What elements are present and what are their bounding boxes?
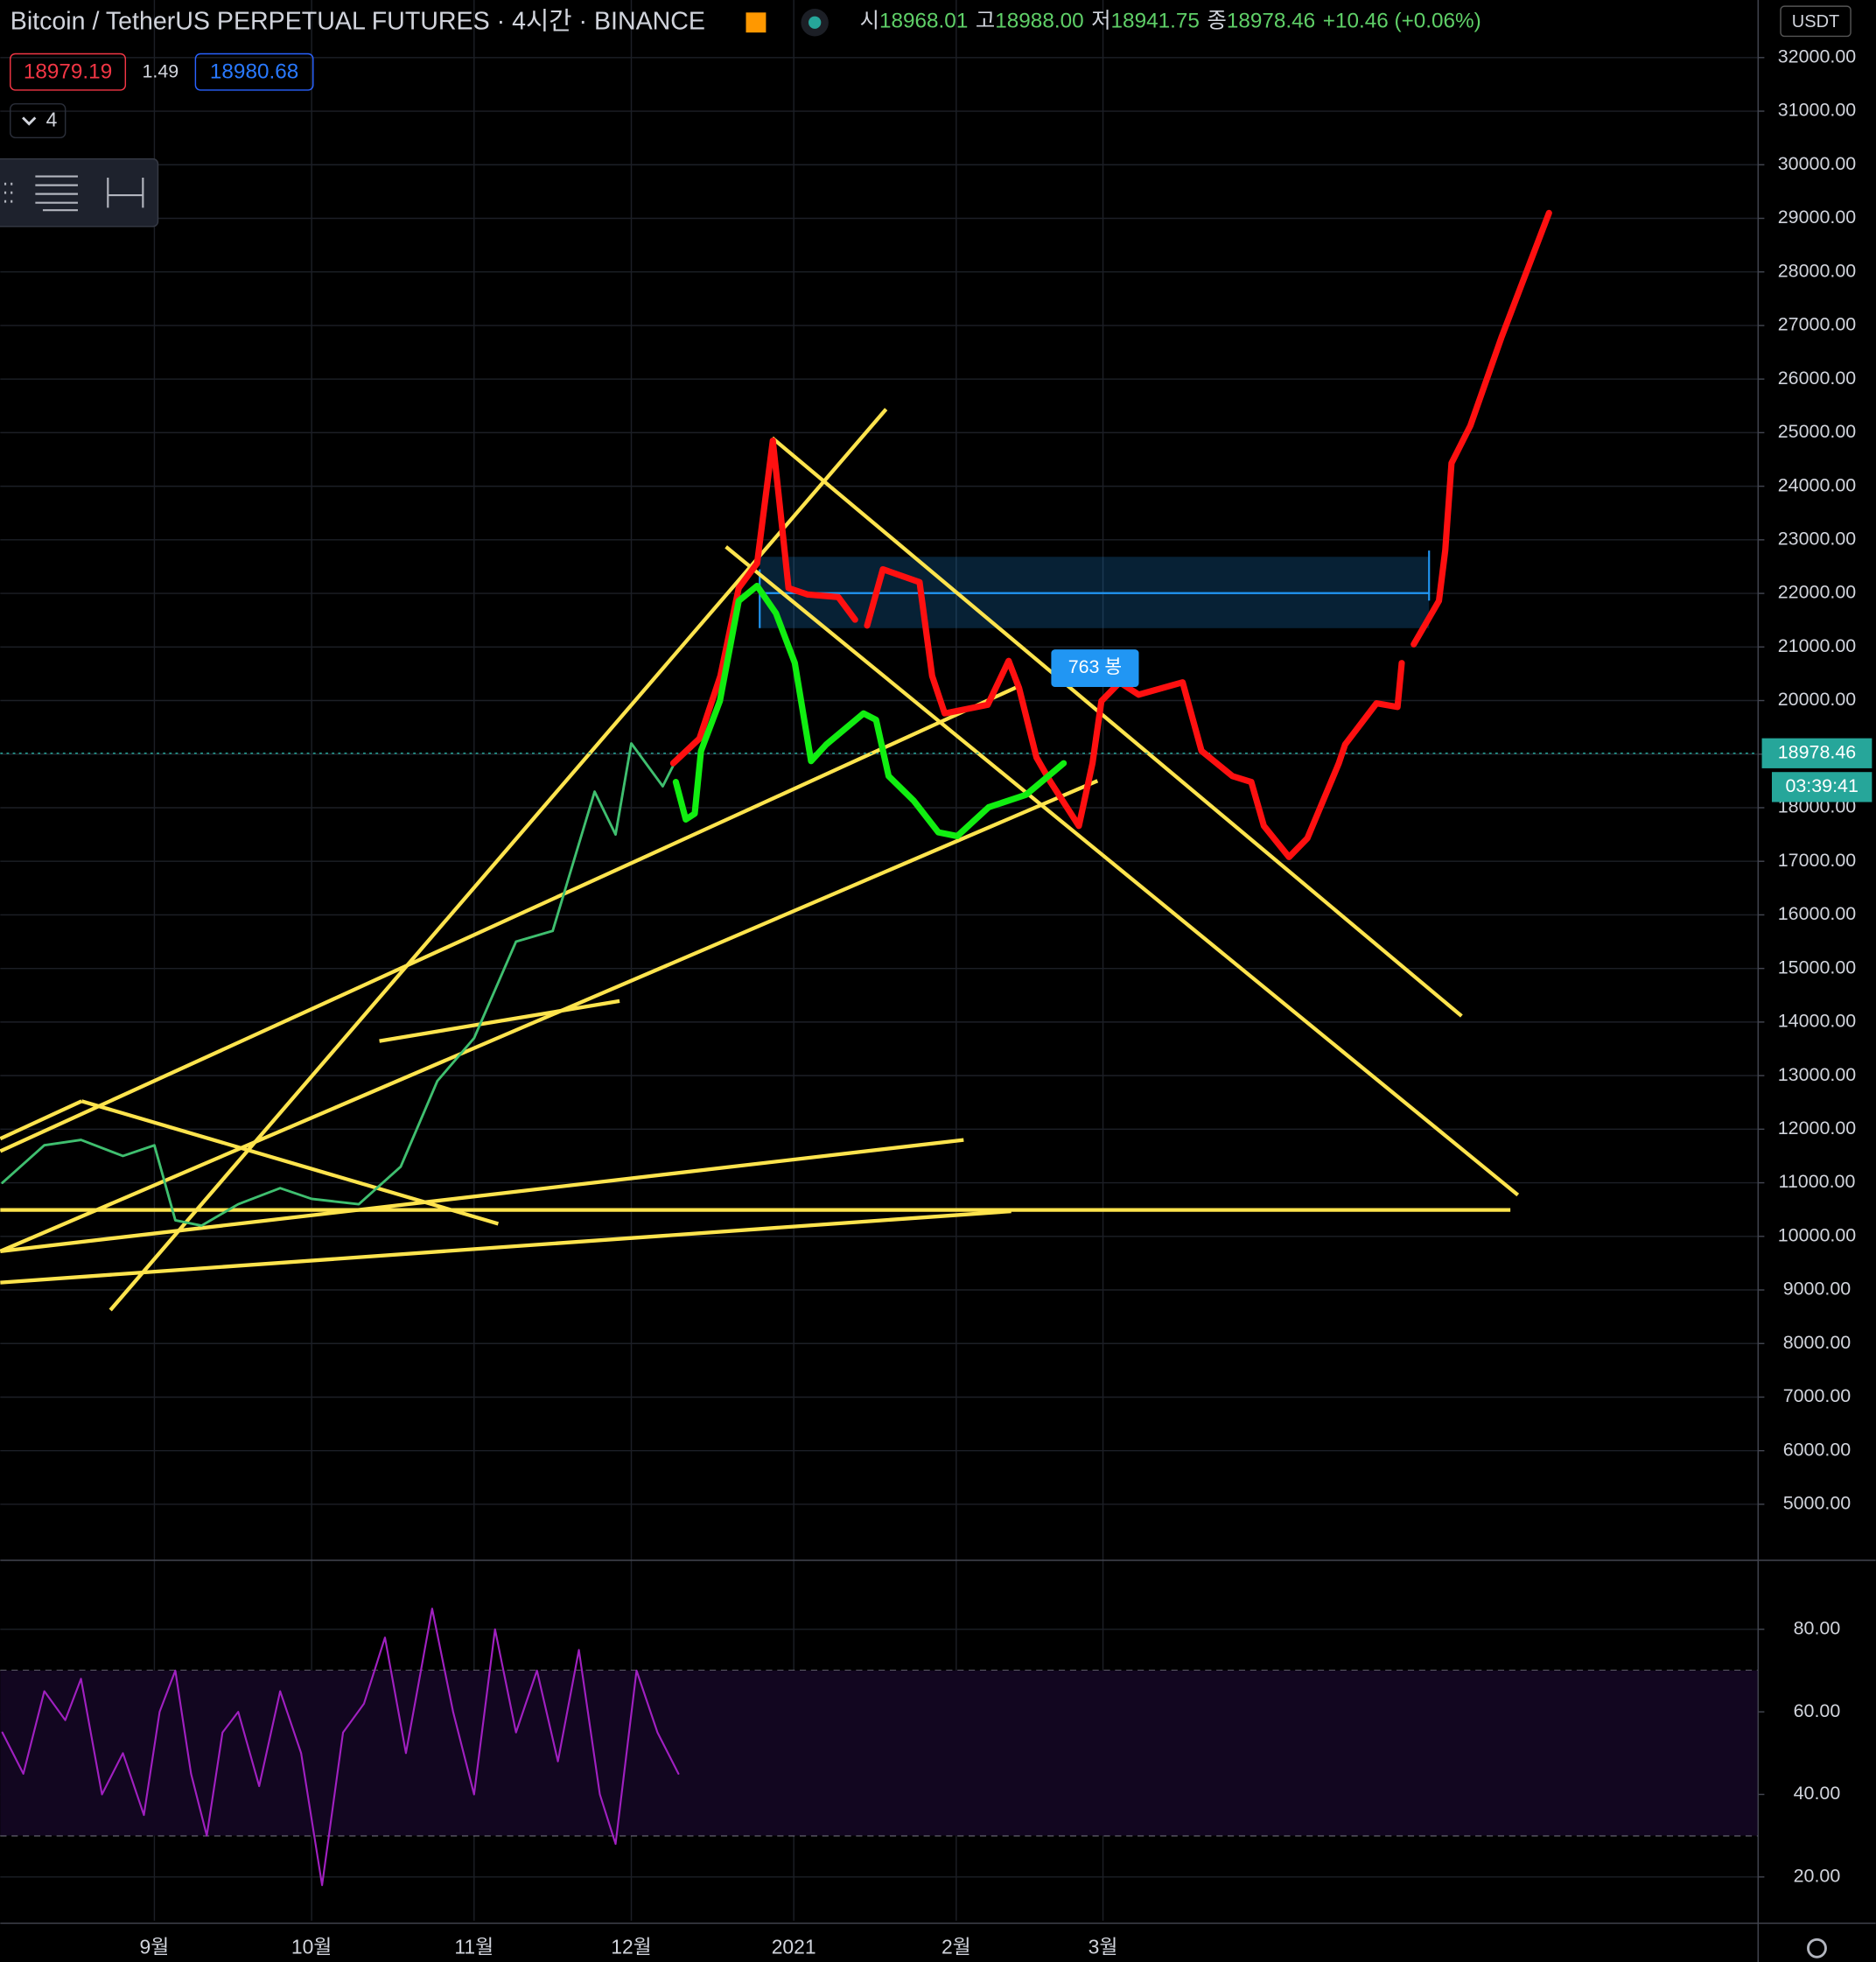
trend-line xyxy=(771,436,1463,1018)
y-tick-label: 23000.00 xyxy=(1778,529,1856,550)
y-tick-label: 16000.00 xyxy=(1778,903,1856,924)
y-tick-label: 6000.00 xyxy=(1783,1439,1852,1460)
series-line xyxy=(672,582,1068,840)
countdown: 03:39:41 xyxy=(1785,775,1858,796)
settings-icon[interactable] xyxy=(1807,1937,1827,1958)
y-tick-label: 20.00 xyxy=(1794,1865,1841,1886)
chevron xyxy=(22,116,37,126)
trend-line xyxy=(0,1099,83,1141)
ohlc-label: 고 xyxy=(976,10,995,33)
y-tick-label: 26000.00 xyxy=(1778,368,1856,389)
y-tick-label: 60.00 xyxy=(1794,1700,1841,1721)
x-tick-label: 10월 xyxy=(291,1935,332,1958)
ohlc-change: +10.46 (+0.06%) xyxy=(1323,10,1481,33)
trend-line xyxy=(0,683,1021,1153)
y-tick-label: 8000.00 xyxy=(1783,1332,1852,1353)
trend-line xyxy=(379,999,620,1043)
fib-tool[interactable] xyxy=(35,175,78,212)
axes: 5000.00 6000.00 7000.00 8000.00 9000.00 10000… xyxy=(140,46,1857,1958)
ask-box[interactable] xyxy=(194,53,314,91)
range-tool[interactable] xyxy=(107,178,144,208)
range-label-box xyxy=(1051,649,1139,687)
trend-line xyxy=(0,1138,964,1253)
y-tick-label: 24000.00 xyxy=(1778,474,1856,495)
y-tick-label: 7000.00 xyxy=(1783,1385,1852,1406)
indicators-count: 4 xyxy=(46,109,58,131)
status-dot xyxy=(808,16,822,29)
flag-icon xyxy=(746,12,766,33)
y-tick-label: 25000.00 xyxy=(1778,421,1856,442)
chart-title: Bitcoin / TetherUS PERPETUAL FUTURES · 4… xyxy=(10,7,705,35)
spread: 1.49 xyxy=(142,61,178,82)
y-tick-label: 22000.00 xyxy=(1778,582,1856,603)
x-tick-label: 2021 xyxy=(772,1935,816,1958)
y-tick-label: 17000.00 xyxy=(1778,850,1856,871)
y-tick-label: 9000.00 xyxy=(1783,1279,1852,1300)
y-tick-label: 11000.00 xyxy=(1779,1171,1856,1192)
drawing-toolbar xyxy=(0,158,159,228)
trend-line xyxy=(0,1209,1012,1285)
range-label: 763 봉 xyxy=(1068,656,1122,677)
x-tick-label: 3월 xyxy=(1088,1935,1118,1958)
y-tick-label: 30000.00 xyxy=(1778,153,1856,174)
ohlc-label: 저 xyxy=(1091,10,1110,33)
ohlc-value: 18978.46 xyxy=(1227,10,1315,33)
toolbar-icons xyxy=(4,175,144,212)
ohlc-value: 18988.00 xyxy=(995,10,1083,33)
y-tick-label: 21000.00 xyxy=(1778,635,1856,656)
countdown-tag xyxy=(1771,772,1872,802)
y-tick-label: 14000.00 xyxy=(1778,1011,1856,1032)
y-tick-label: 5000.00 xyxy=(1783,1493,1852,1514)
ohlc-value: 18941.75 xyxy=(1111,10,1200,33)
series-line xyxy=(1,742,680,1227)
grid xyxy=(0,0,1759,1921)
currency: USDT xyxy=(1792,12,1839,32)
series-layer xyxy=(1,209,1552,1887)
last-price-tag xyxy=(1761,738,1872,768)
last-price: 18978.46 xyxy=(1778,741,1856,762)
x-tick-label: 2월 xyxy=(942,1935,971,1958)
y-tick-label: 15000.00 xyxy=(1778,956,1856,977)
ohlc-label: 시 xyxy=(860,10,879,33)
y-tick-label: 40.00 xyxy=(1794,1783,1841,1804)
y-tick-label: 29000.00 xyxy=(1778,207,1856,228)
bid-box[interactable] xyxy=(10,53,127,91)
trend-line xyxy=(80,1099,500,1226)
series-line xyxy=(1,1608,680,1887)
y-tick-label: 80.00 xyxy=(1794,1617,1841,1638)
y-tick-label: 31000.00 xyxy=(1778,100,1856,121)
ohlc-value: 18968.01 xyxy=(879,10,968,33)
x-tick-label: 12월 xyxy=(611,1935,651,1958)
y-tick-label: 32000.00 xyxy=(1778,46,1856,67)
bid: 18979.19 xyxy=(24,60,112,83)
y-tick-label: 12000.00 xyxy=(1778,1118,1856,1139)
x-tick-label: 9월 xyxy=(140,1935,170,1958)
trend-line xyxy=(0,779,1099,1253)
trend-line xyxy=(724,545,1520,1197)
y-tick-label: 28000.00 xyxy=(1778,260,1856,281)
ask: 18980.68 xyxy=(210,60,298,83)
rsi-band-fill xyxy=(0,1670,1759,1836)
x-tick-label: 11월 xyxy=(454,1935,494,1958)
y-tick-label: 27000.00 xyxy=(1778,314,1856,335)
indicators-toggle[interactable] xyxy=(10,102,66,138)
currency-box[interactable] xyxy=(1780,5,1852,38)
y-tick-label: 10000.00 xyxy=(1778,1224,1856,1245)
drag-handle[interactable] xyxy=(4,182,13,203)
y-tick-label: 20000.00 xyxy=(1778,689,1856,710)
ohlc-label: 종 xyxy=(1207,10,1226,33)
ohlc: 시18968.01 고18988.00 저18941.75 종18978.46 +10.… xyxy=(860,10,1481,33)
y-tick-label: 13000.00 xyxy=(1778,1064,1856,1085)
